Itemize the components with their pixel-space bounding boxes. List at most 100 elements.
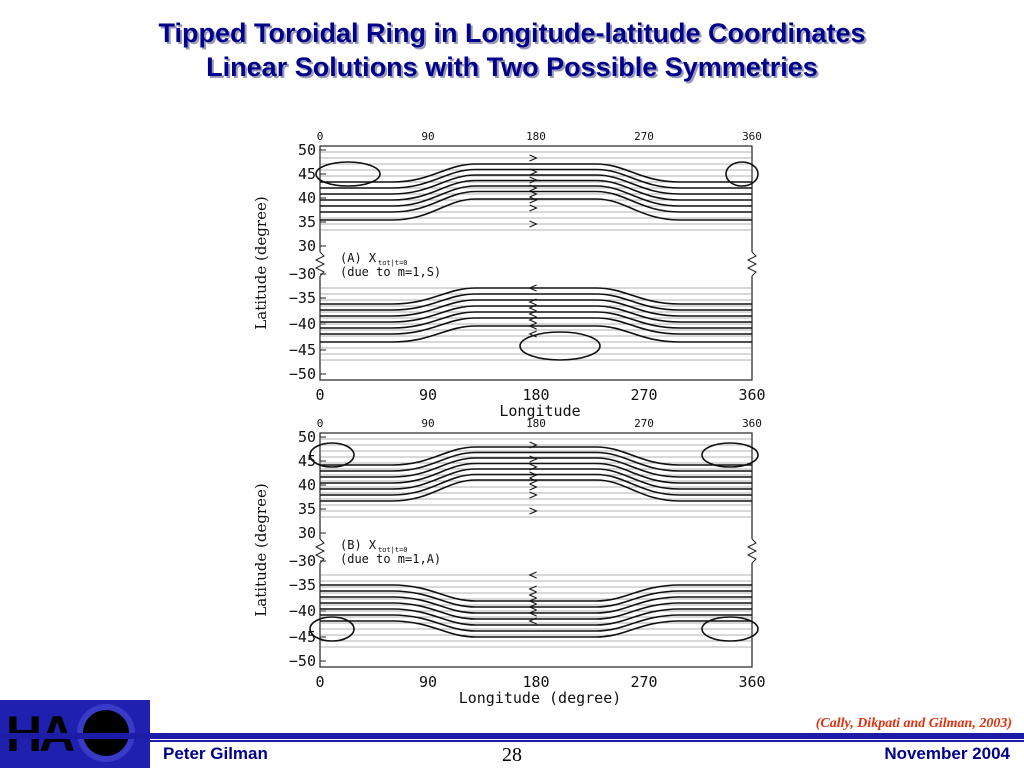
axis-break-icon [314,251,326,277]
page-number: 28 [502,744,522,766]
flow-arrow-icon [529,154,538,162]
flow-arrow-icon [528,585,537,593]
panel-annotation-subscript: tot|t=0 [378,546,408,554]
closed-contour [725,161,759,187]
flow-arrow-icon [529,196,538,204]
contour-line [320,325,752,343]
lat-tick-label: 45 [298,165,316,183]
lat-tick-label: −30 [289,552,316,570]
y-axis-label: Latitude (degree) [252,483,270,616]
bottom-tick-label: 0 [315,673,324,691]
top-tick-label: 270 [634,130,654,143]
lat-tick-label: −40 [289,602,316,620]
flow-arrow-icon [529,483,538,491]
contour-figure-svg: 0 90 180 270 360 0 90 180 270 360 50 45 40 35 30 −30 −35… [252,130,766,707]
top-tick-label: 90 [421,130,434,143]
top-tick-label: 0 [317,130,324,143]
contour-line [320,620,752,638]
flow-arrow-icon [528,310,537,318]
contour-line [320,198,752,221]
bottom-tick-label: 0 [315,386,324,404]
contour-line [320,462,752,484]
contour-line [320,174,752,195]
x-axis-label: Longitude [499,402,580,420]
axis-break-icon [746,538,758,564]
contour-line [320,590,752,608]
lat-tick-label: −50 [289,365,316,383]
lat-tick-label: −35 [289,289,316,307]
panel-b: 0 90 180 270 360 0 90 180 270 360 50 45 40 35 30 −30 −35… [252,417,766,707]
axis-break-icon [746,251,758,277]
closed-contour [519,331,601,361]
bottom-tick-label: 360 [738,386,765,404]
panel-a: 0 90 180 270 360 0 90 180 270 360 50 45 40 35 30 −30 −35… [252,130,766,420]
contour-line [320,185,752,207]
lat-tick-label: −45 [289,341,316,359]
flow-arrow-icon [529,477,538,485]
flow-arrow-icon [528,316,537,324]
flow-arrow-icon [528,603,537,611]
top-tick-label: 90 [421,417,434,430]
footer-divider [150,740,1024,742]
flow-arrow-icon [528,284,537,292]
citation: (Cally, Dikpati and Gilman, 2003) [815,716,1012,731]
closed-contour [701,442,759,468]
lat-tick-label: 30 [298,237,316,255]
panel-annotation: (B) X [340,538,377,552]
axis-break-icon [314,538,326,564]
contour-line [320,299,752,317]
contour-line [320,190,752,213]
flow-arrow-icon [528,571,537,579]
y-axis-label: Latitude (degree) [252,196,270,329]
flow-arrow-icon [529,184,538,192]
contour-line [320,479,752,502]
contour-line [320,179,752,201]
bottom-tick-label: 180 [522,673,549,691]
bottom-tick-label: 270 [630,386,657,404]
top-tick-label: 180 [526,417,546,430]
contour-line [320,293,752,311]
bottom-tick-label: 180 [522,386,549,404]
flow-arrow-icon [528,322,537,330]
contour-line [320,451,752,472]
flow-arrow-icon [529,176,538,184]
top-tick-label: 270 [634,417,654,430]
slide-title-line-2: Linear Solutions with Two Possible Symme… [206,52,818,82]
lat-tick-label: 30 [298,524,316,542]
flow-arrow-icon [529,463,538,471]
axis-break-mask [748,539,756,563]
lat-tick-label: −35 [289,576,316,594]
flow-arrow-icon [529,204,538,212]
lat-tick-label: 40 [298,189,316,207]
bottom-tick-label: 270 [630,673,657,691]
flow-arrow-icon [529,507,538,515]
contour-line [320,608,752,626]
contour-line [320,602,752,620]
flow-arrow-icon [528,609,537,617]
lat-tick-label: 35 [298,500,316,518]
lat-tick-label: 45 [298,452,316,470]
footer-bar [0,733,1024,739]
contour-line [320,317,752,335]
flow-arrow-icon [529,491,538,499]
axis-break-mask [748,252,756,276]
lat-tick-label: −40 [289,315,316,333]
contour-figure: 0 90 180 270 360 0 90 180 270 360 50 45 40 35 30 −30 −35… [240,128,780,708]
axis-break-mask [316,252,324,276]
lat-tick-label: −45 [289,628,316,646]
lat-tick-label: −50 [289,652,316,670]
flow-arrow-icon [529,220,538,228]
contour-line [320,287,752,305]
flow-arrow-icon [529,471,538,479]
flow-arrow-icon [528,597,537,605]
contour-line [320,614,752,632]
lat-tick-label: 50 [298,428,316,446]
bottom-tick-label: 360 [738,673,765,691]
closed-contour [701,616,759,642]
slide-title-line-1: Tipped Toroidal Ring in Longitude-latitu… [158,18,866,48]
contour-line [320,311,752,329]
flow-arrow-icon [529,455,538,463]
lat-tick-label: 35 [298,213,316,231]
flow-arrow-icon [529,168,538,176]
panel-annotation: (due to m=1,A) [340,552,441,566]
